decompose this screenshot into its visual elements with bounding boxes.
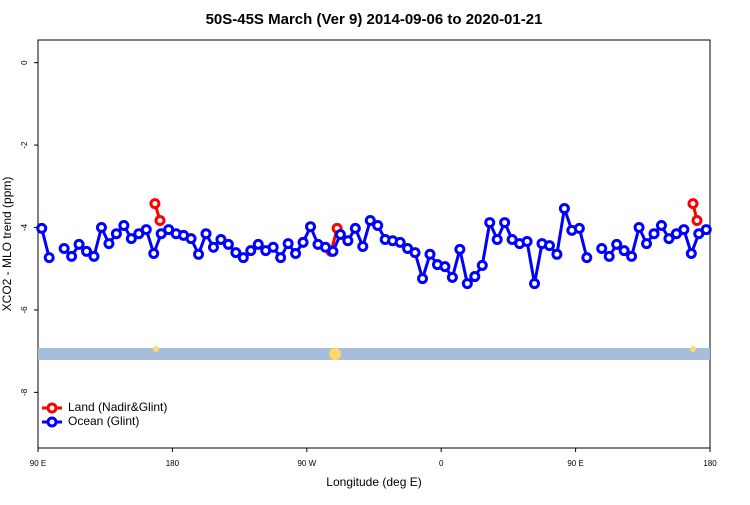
data-point [394, 236, 406, 248]
data-point [691, 215, 703, 227]
data-point [633, 222, 645, 234]
data-point [469, 271, 481, 283]
data-point [222, 238, 234, 250]
data-point [140, 224, 152, 236]
legend-marker [46, 416, 58, 428]
data-point [685, 247, 697, 259]
y-axis-label: XCO2 - MLO trend (ppm) [0, 177, 14, 312]
data-point [446, 271, 458, 283]
data-point [626, 250, 638, 262]
data-point [245, 245, 257, 257]
data-point [611, 238, 623, 250]
data-point [36, 222, 48, 234]
data-point [439, 261, 451, 273]
data-point [73, 238, 85, 250]
data-point [342, 235, 354, 247]
data-point [290, 247, 302, 259]
data-point [357, 240, 369, 252]
data-point [476, 259, 488, 271]
data-point [252, 238, 264, 250]
data-point [641, 238, 653, 250]
data-point [118, 219, 130, 231]
x-tick-label: 90 E [567, 459, 583, 468]
data-point [267, 241, 279, 253]
band-marker [329, 348, 341, 360]
y-tick-label: -2 [20, 141, 29, 149]
data-point [327, 245, 339, 257]
data-point [334, 229, 346, 241]
data-point [81, 245, 93, 257]
data-point [349, 222, 361, 234]
data-point [558, 203, 570, 215]
data-point [454, 243, 466, 255]
y-tick-label: -4 [20, 223, 29, 231]
data-point [148, 247, 160, 259]
data-point [648, 228, 660, 240]
data-point [66, 250, 78, 262]
data-point [663, 233, 675, 245]
data-point [200, 228, 212, 240]
data-point [275, 252, 287, 264]
x-tick-label: 0 [439, 459, 444, 468]
data-point [193, 248, 205, 260]
data-point [603, 250, 615, 262]
y-tick-label: -6 [20, 306, 29, 314]
data-point [110, 228, 122, 240]
data-point [95, 222, 107, 234]
data-point [700, 224, 712, 236]
data-point [149, 198, 161, 210]
x-tick-label: 90 E [30, 459, 46, 468]
data-point [551, 248, 563, 260]
data-point [655, 219, 667, 231]
data-point [88, 250, 100, 262]
y-tick-label: 0 [20, 60, 29, 65]
data-point [297, 236, 309, 248]
data-point [678, 224, 690, 236]
data-point [409, 247, 421, 259]
data-point [43, 252, 55, 264]
data-point [424, 248, 436, 260]
data-point [372, 219, 384, 231]
data-point [491, 233, 503, 245]
data-point [543, 240, 555, 252]
data-point [215, 233, 227, 245]
data-point [185, 233, 197, 245]
data-point [484, 217, 496, 229]
data-point [125, 233, 137, 245]
band-marker [690, 346, 696, 352]
data-point [573, 222, 585, 234]
data-point [461, 278, 473, 290]
data-point [58, 243, 70, 255]
band-marker [153, 346, 159, 352]
data-point [154, 215, 166, 227]
x-tick-label: 180 [703, 459, 717, 468]
data-point [103, 238, 115, 250]
data-point [529, 278, 541, 290]
data-point [207, 241, 219, 253]
x-tick-label: 90 W [297, 459, 316, 468]
data-point [282, 238, 294, 250]
data-point [364, 215, 376, 227]
x-axis-label: Longitude (deg E) [326, 475, 421, 489]
data-point [687, 198, 699, 210]
legend-label: Ocean (Glint) [68, 414, 139, 428]
data-point [618, 245, 630, 257]
legend: Land (Nadir&Glint)Ocean (Glint) [42, 400, 167, 428]
plot-frame [37, 39, 711, 449]
data-point [230, 247, 242, 259]
data-point [596, 243, 608, 255]
data-point [237, 252, 249, 264]
data-point [521, 236, 533, 248]
data-point [417, 273, 429, 285]
legend-marker [46, 402, 58, 414]
data-point [499, 217, 511, 229]
y-tick-label: -8 [20, 388, 29, 396]
data-point [581, 252, 593, 264]
surface-band [38, 348, 710, 360]
x-tick-label: 180 [166, 459, 180, 468]
data-point [305, 221, 317, 233]
chart-title: 50S-45S March (Ver 9) 2014-09-06 to 2020… [206, 11, 543, 28]
legend-label: Land (Nadir&Glint) [68, 400, 167, 414]
